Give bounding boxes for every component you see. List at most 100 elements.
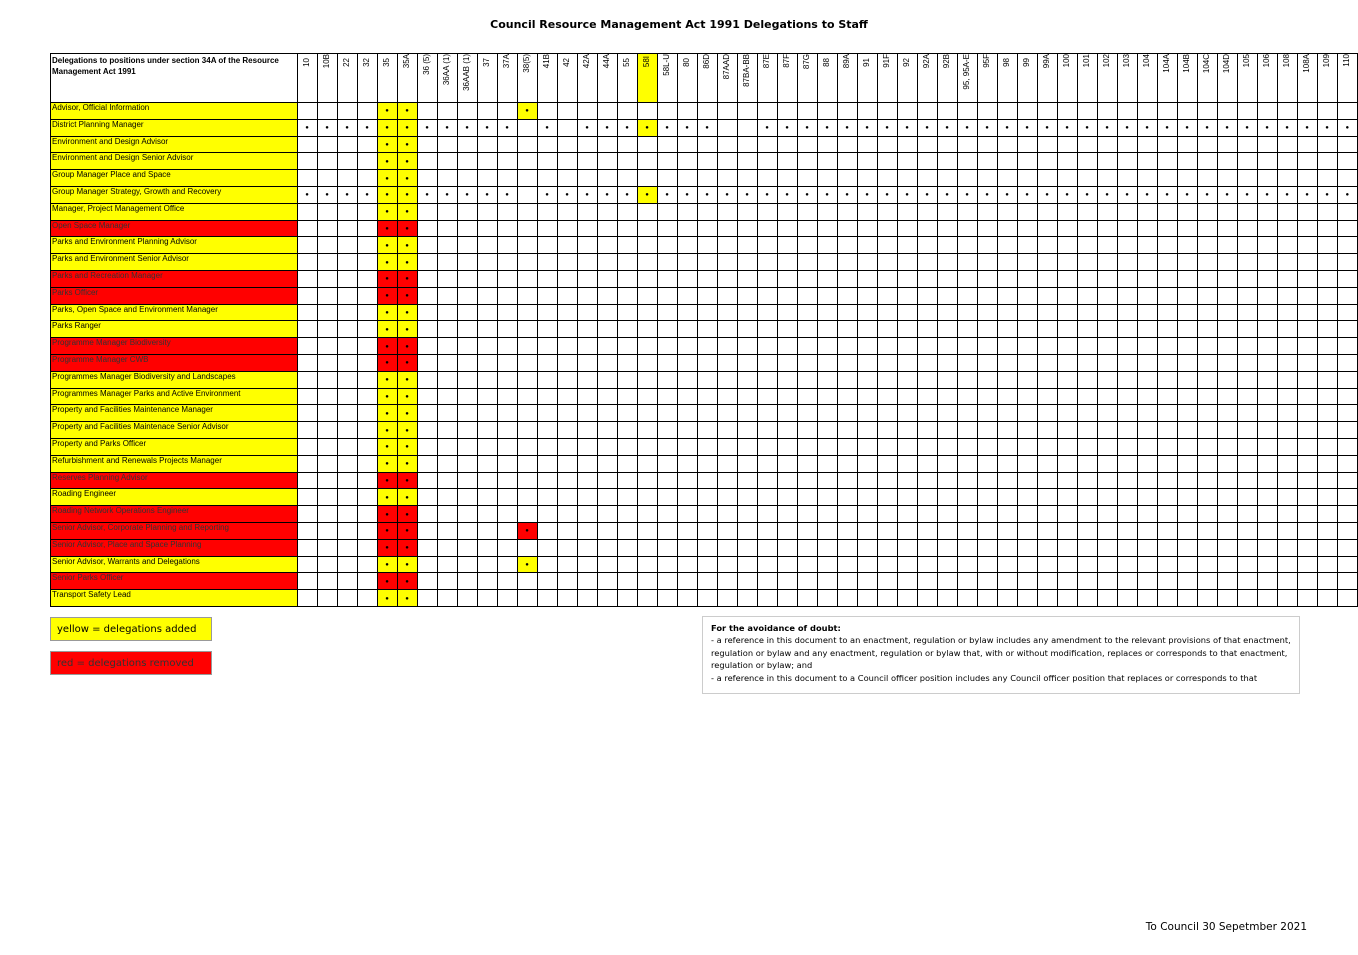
delegation-cell [636, 135, 658, 154]
delegation-cell [936, 320, 958, 339]
delegation-cell [896, 488, 918, 507]
delegation-cell [1236, 572, 1258, 591]
delegation-mark: ● [405, 242, 409, 249]
delegation-cell [1336, 337, 1358, 355]
delegation-cell: ● [816, 118, 838, 137]
delegation-cell: ● [1136, 118, 1158, 137]
delegation-cell [496, 404, 518, 423]
delegation-cell [976, 437, 998, 456]
delegation-cell [556, 253, 578, 271]
delegation-cell [316, 202, 338, 221]
delegation-cell [636, 471, 658, 490]
delegation-cell [656, 202, 678, 221]
column-header-label: 92B [942, 54, 952, 69]
delegation-cell [1236, 370, 1258, 389]
delegation-cell [476, 169, 498, 187]
delegation-cell [716, 102, 738, 120]
delegation-cell [716, 337, 738, 355]
column-header-label: 98 [1002, 58, 1012, 67]
delegation-cell [1316, 421, 1338, 439]
delegation-cell: ● [376, 437, 398, 456]
delegation-cell [756, 404, 778, 423]
delegation-cell [536, 253, 558, 271]
delegation-cell [536, 454, 558, 473]
column-header-label: 87AAD [722, 54, 732, 80]
delegation-cell [536, 572, 558, 591]
table-row: Property and Facilities Maintenace Senio… [50, 421, 1358, 439]
delegation-mark: ● [385, 158, 389, 165]
delegation-cell [756, 253, 778, 271]
delegation-mark: ● [845, 192, 849, 199]
delegation-cell [1096, 353, 1118, 372]
delegation-cell: ● [1156, 118, 1178, 137]
delegation-cell [1056, 135, 1078, 154]
delegation-cell [1336, 505, 1358, 523]
column-header-label: 37A [502, 54, 512, 69]
delegation-cell [1076, 236, 1098, 255]
delegation-cell [756, 555, 778, 574]
delegation-mark: ● [1085, 192, 1089, 199]
table-row: District Planning Manager ● ● ● ● ● ● ● ● ● ● ● ● ● ● ●… [50, 118, 1358, 137]
delegation-cell [896, 572, 918, 591]
delegation-cell [496, 471, 518, 490]
delegation-cell [1336, 404, 1358, 423]
delegation-cell: ● [1256, 118, 1278, 137]
delegation-cell: ● [856, 118, 878, 137]
delegation-cell [916, 320, 938, 339]
delegation-cell: ● [376, 538, 398, 557]
column-header: 58L-U [656, 53, 678, 103]
delegation-cell [816, 555, 838, 574]
delegation-cell [576, 555, 598, 574]
delegation-cell [536, 370, 558, 389]
delegation-cell [596, 152, 618, 171]
delegation-mark: ● [385, 141, 389, 148]
delegation-cell [316, 253, 338, 271]
delegation-cell [796, 135, 818, 154]
delegation-cell [1296, 471, 1318, 490]
delegation-cell [1096, 219, 1118, 238]
delegation-mark: ● [965, 192, 969, 199]
position-label: Senior Advisor, Place and Space Planning [50, 538, 298, 557]
delegation-cell [1136, 521, 1158, 540]
delegation-cell [1076, 286, 1098, 305]
delegation-cell [436, 320, 458, 339]
delegation-cell [756, 538, 778, 557]
delegation-cell [556, 303, 578, 322]
delegation-cell [1136, 454, 1158, 473]
delegation-cell [316, 219, 338, 238]
delegation-cell [476, 521, 498, 540]
delegation-cell: ● [1116, 185, 1138, 204]
delegation-mark: ● [425, 192, 429, 199]
delegation-cell [636, 303, 658, 322]
delegation-cell [1056, 454, 1078, 473]
delegation-mark: ● [625, 192, 629, 199]
delegation-cell [1116, 135, 1138, 154]
delegation-cell [476, 135, 498, 154]
delegation-cell [796, 152, 818, 171]
delegation-cell [976, 471, 998, 490]
delegation-cell [1196, 303, 1218, 322]
delegation-cell [1276, 219, 1298, 238]
delegation-cell [1096, 269, 1118, 288]
delegation-cell [916, 387, 938, 406]
delegation-cell [356, 202, 378, 221]
delegation-cell [436, 135, 458, 154]
delegation-cell [576, 521, 598, 540]
delegation-mark: ● [1245, 125, 1249, 132]
delegation-cell [836, 437, 858, 456]
delegation-cell: ● [376, 337, 398, 355]
delegation-cell [716, 169, 738, 187]
delegation-mark: ● [505, 125, 509, 132]
delegation-cell [596, 303, 618, 322]
delegation-cell [336, 169, 358, 187]
delegation-cell [556, 454, 578, 473]
delegation-cell: ● [396, 353, 418, 372]
delegation-cell: ● [796, 185, 818, 204]
delegation-cell [1056, 337, 1078, 355]
delegation-cell [716, 555, 738, 574]
delegation-cell [316, 387, 338, 406]
delegation-cell [636, 169, 658, 187]
column-header-label: 41B [542, 54, 552, 69]
delegation-cell [1156, 353, 1178, 372]
delegation-mark: ● [1265, 192, 1269, 199]
